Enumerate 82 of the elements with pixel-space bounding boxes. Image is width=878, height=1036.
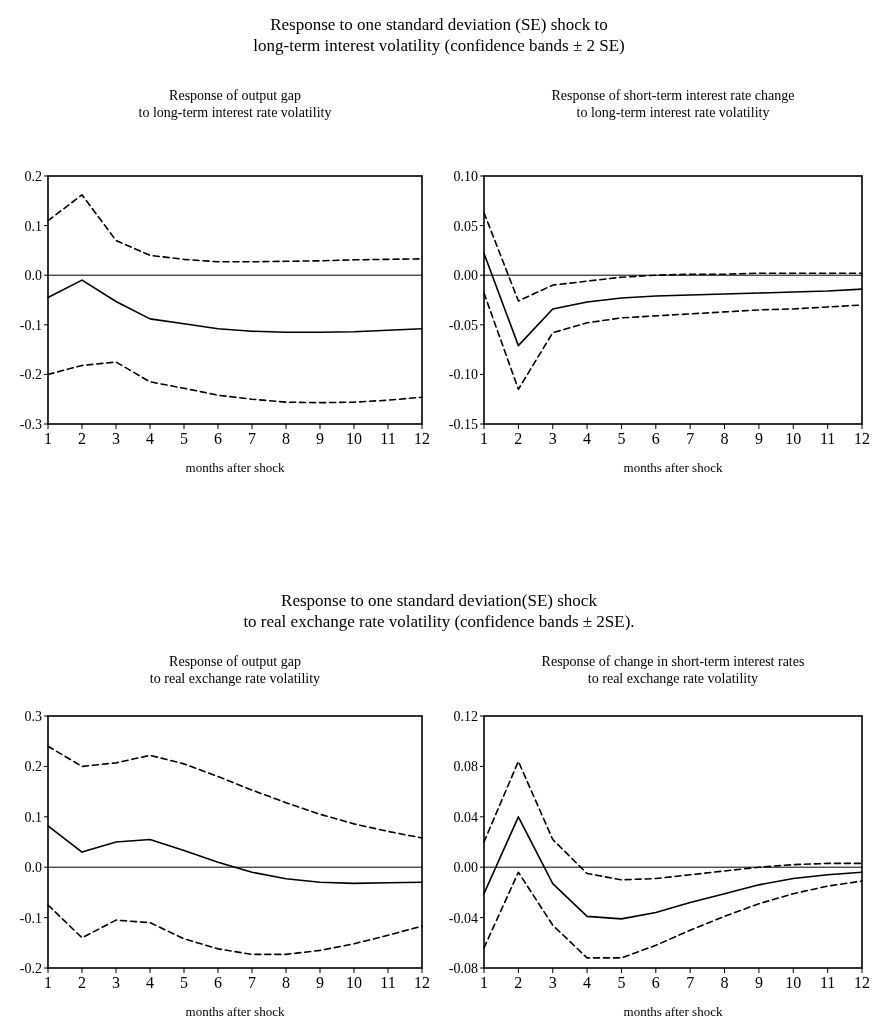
chart-subtitle: Response of change in short-term interest rates to real exchange rate volatility <box>541 654 805 686</box>
x-tick-label: 3 <box>112 430 120 447</box>
x-tick-label: 7 <box>686 974 695 991</box>
x-tick-label: 12 <box>414 430 430 447</box>
y-tick-label: -0.15 <box>448 416 478 432</box>
x-tick-label: 3 <box>548 430 557 447</box>
y-tick-label: 0.00 <box>453 860 478 876</box>
x-tick-label: 7 <box>686 430 695 447</box>
y-tick-label: 0.08 <box>453 759 478 775</box>
x-tick-label: 7 <box>248 974 256 991</box>
x-tick-label: 9 <box>754 430 763 447</box>
x-tick-label: 1 <box>44 430 52 447</box>
y-tick-label: -0.05 <box>448 317 478 333</box>
x-tick-label: 1 <box>44 974 52 991</box>
x-tick-label: 11 <box>380 974 396 991</box>
x-tick-label: 12 <box>854 430 870 447</box>
x-tick-label: 8 <box>282 430 290 447</box>
x-tick-label: 9 <box>316 430 324 447</box>
y-tick-label: -0.10 <box>448 367 478 383</box>
x-tick-label: 10 <box>785 430 802 447</box>
x-tick-label: 2 <box>514 430 523 447</box>
x-axis-title: months after shock <box>185 1004 285 1019</box>
y-tick-label: 0.0 <box>24 268 42 284</box>
y-tick-label: 0.3 <box>24 708 42 724</box>
x-tick-label: 12 <box>854 974 870 991</box>
x-tick-label: 2 <box>514 974 523 991</box>
x-axis-title: months after shock <box>185 460 285 475</box>
y-tick-label: -0.3 <box>19 416 42 432</box>
x-axis-title: months after shock <box>623 460 723 475</box>
y-tick-label: -0.08 <box>448 960 478 976</box>
x-tick-label: 8 <box>720 974 729 991</box>
x-tick-label: 1 <box>480 974 488 991</box>
x-tick-label: 6 <box>651 430 660 447</box>
y-tick-label: 0.1 <box>24 809 42 825</box>
x-tick-label: 1 <box>480 430 488 447</box>
x-tick-label: 6 <box>214 974 222 991</box>
x-tick-label: 4 <box>583 974 592 991</box>
y-tick-label: -0.1 <box>19 317 42 333</box>
x-tick-label: 4 <box>146 430 154 447</box>
x-tick-label: 11 <box>819 430 836 447</box>
x-tick-label: 6 <box>214 430 222 447</box>
y-tick-label: 0.04 <box>453 809 478 825</box>
x-tick-label: 5 <box>617 430 626 447</box>
x-tick-label: 12 <box>414 974 430 991</box>
x-axis-title: months after shock <box>623 1004 723 1019</box>
x-tick-label: 6 <box>651 974 660 991</box>
x-tick-label: 3 <box>112 974 120 991</box>
x-tick-label: 10 <box>346 974 362 991</box>
chart-subtitle: Response of output gap to long-term interest rate volatility <box>138 88 332 120</box>
y-tick-label: 0.10 <box>453 168 478 184</box>
x-tick-label: 8 <box>720 430 729 447</box>
x-tick-label: 7 <box>248 430 256 447</box>
chart-subtitle: Response of short-term interest rate change to long-term interest rate volatility <box>551 88 795 120</box>
chart-subtitle: Response of output gap to real exchange rate volatility <box>149 654 321 686</box>
y-tick-label: 0.0 <box>24 860 42 876</box>
x-tick-label: 10 <box>785 974 802 991</box>
y-tick-label: -0.04 <box>448 910 478 926</box>
y-tick-label: 0.00 <box>453 268 478 284</box>
x-tick-label: 2 <box>78 974 86 991</box>
x-tick-label: 11 <box>819 974 836 991</box>
y-tick-label: 0.2 <box>24 168 42 184</box>
x-tick-label: 5 <box>180 430 188 447</box>
chart-title: Response to one standard deviation(SE) shock to real exchange rate volatility (confidence bands ± 2SE). <box>243 591 635 631</box>
y-tick-label: -0.1 <box>19 910 42 926</box>
x-tick-label: 9 <box>316 974 324 991</box>
x-tick-label: 4 <box>583 430 592 447</box>
x-tick-label: 4 <box>146 974 154 991</box>
y-tick-label: 0.1 <box>24 218 42 234</box>
x-tick-label: 5 <box>617 974 626 991</box>
y-tick-label: 0.12 <box>453 708 478 724</box>
x-tick-label: 8 <box>282 974 290 991</box>
x-tick-label: 3 <box>548 974 557 991</box>
y-tick-label: -0.2 <box>19 367 42 383</box>
x-tick-label: 5 <box>180 974 188 991</box>
x-tick-label: 10 <box>346 430 362 447</box>
x-tick-label: 11 <box>380 430 396 447</box>
y-tick-label: 0.2 <box>24 759 42 775</box>
y-tick-label: -0.2 <box>19 960 42 976</box>
x-tick-label: 2 <box>78 430 86 447</box>
chart-title: Response to one standard deviation (SE) shock to long-term interest volatility (confidence bands ± 2 SE) <box>253 15 625 55</box>
x-tick-label: 9 <box>754 974 763 991</box>
y-tick-label: 0.05 <box>453 218 478 234</box>
